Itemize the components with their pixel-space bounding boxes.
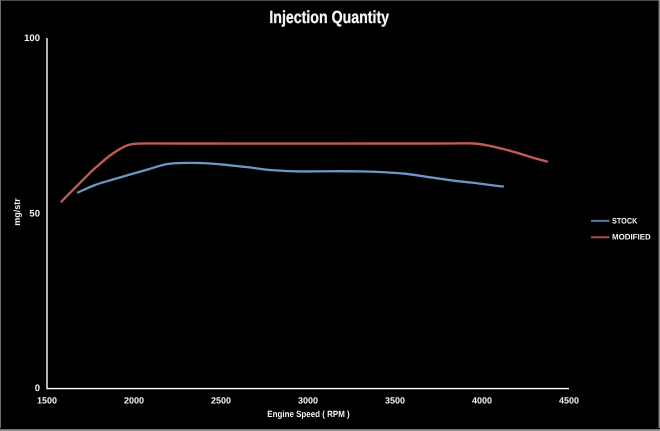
- svg-text:100: 100: [24, 33, 40, 44]
- svg-text:4000: 4000: [472, 396, 492, 406]
- svg-text:STOCK: STOCK: [612, 216, 638, 225]
- svg-text:1500: 1500: [37, 396, 57, 406]
- svg-text:0: 0: [35, 383, 40, 394]
- svg-text:Injection Quantity: Injection Quantity: [269, 7, 389, 27]
- svg-text:3500: 3500: [385, 396, 405, 406]
- svg-text:Engine Speed ( RPM ): Engine Speed ( RPM ): [267, 409, 349, 419]
- svg-text:4500: 4500: [559, 396, 579, 406]
- svg-text:3000: 3000: [298, 396, 318, 406]
- svg-text:2500: 2500: [211, 396, 231, 406]
- svg-text:mg/str: mg/str: [12, 198, 22, 226]
- svg-text:50: 50: [29, 209, 40, 220]
- svg-text:2000: 2000: [124, 396, 144, 406]
- svg-text:MODIFIED: MODIFIED: [612, 233, 651, 242]
